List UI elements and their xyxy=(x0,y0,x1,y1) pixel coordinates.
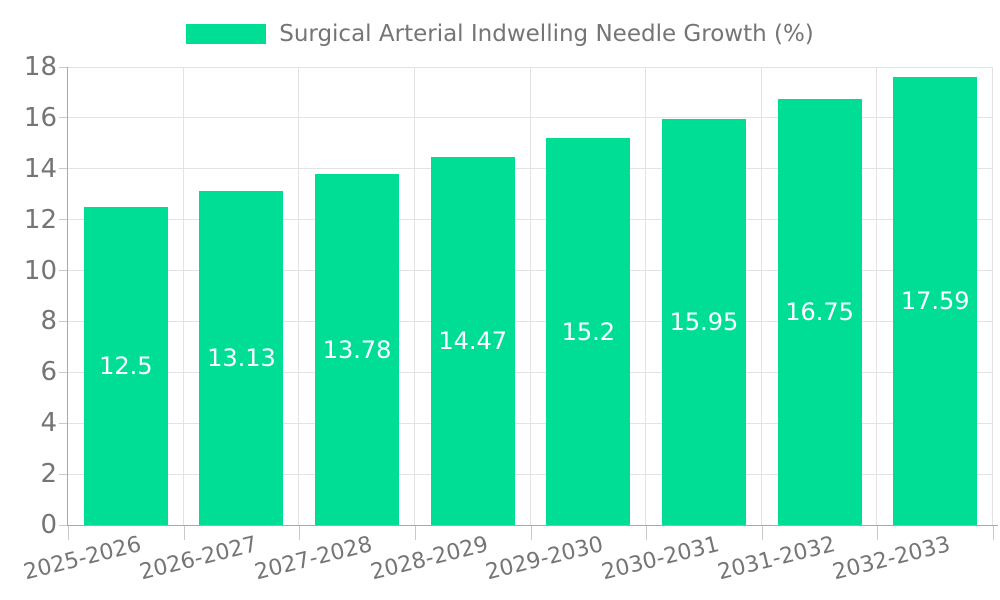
x-gridline xyxy=(529,67,531,525)
bar-value-label: 14.47 xyxy=(438,326,508,355)
bar-2030-2031[interactable]: 15.95 xyxy=(661,119,746,525)
y-axis-tick-label: 10 xyxy=(23,255,57,286)
y-gridline xyxy=(68,320,993,322)
x-axis-tick xyxy=(183,525,185,540)
x-axis-category-label: 2026-2027 xyxy=(136,532,260,586)
x-axis-tick xyxy=(530,525,532,540)
y-gridline xyxy=(68,66,993,68)
x-gridline xyxy=(992,67,993,525)
x-axis-category-label: 2032-2033 xyxy=(830,532,953,586)
y-axis-tick xyxy=(59,168,68,170)
bar-value-label: 13.78 xyxy=(322,335,392,364)
x-axis-category-label: 2029-2030 xyxy=(483,532,607,586)
y-gridline xyxy=(68,168,993,170)
y-axis-tick xyxy=(59,219,68,221)
bar-2026-2027[interactable]: 13.13 xyxy=(199,190,284,525)
y-axis-tick-label: 6 xyxy=(40,357,57,388)
x-axis-tick xyxy=(992,525,994,540)
x-gridline xyxy=(645,67,647,525)
x-gridline xyxy=(760,67,762,525)
x-gridline xyxy=(298,67,300,525)
x-gridline xyxy=(413,67,415,525)
x-axis-tick xyxy=(761,525,763,540)
x-axis-category-label: 2028-2029 xyxy=(368,532,491,586)
x-axis-tick xyxy=(876,525,878,540)
x-axis-tick xyxy=(645,525,647,540)
y-axis-line xyxy=(67,67,68,526)
x-axis-line xyxy=(67,525,998,526)
y-axis-tick xyxy=(59,66,68,68)
y-gridline xyxy=(68,270,993,272)
bar-2028-2029[interactable]: 14.47 xyxy=(430,156,515,525)
bar-value-label: 16.75 xyxy=(785,297,854,326)
bar-2025-2026[interactable]: 12.5 xyxy=(83,206,168,525)
x-axis-category-label: 2031-2032 xyxy=(714,532,838,586)
x-gridline xyxy=(182,67,184,525)
y-axis-tick xyxy=(59,371,68,373)
bar-2031-2032[interactable]: 16.75 xyxy=(777,98,862,525)
y-gridline xyxy=(68,117,993,119)
y-axis-tick xyxy=(59,117,68,119)
y-gridline xyxy=(68,371,993,373)
bar-2029-2030[interactable]: 15.2 xyxy=(546,138,631,525)
x-axis-category-label: 2025-2026 xyxy=(21,532,144,586)
y-axis-tick-label: 18 xyxy=(23,52,57,82)
x-gridline xyxy=(876,67,878,525)
bar-value-label: 17.59 xyxy=(900,287,970,316)
legend-swatch-icon xyxy=(186,24,267,44)
x-axis-tick xyxy=(298,525,300,540)
y-axis-tick xyxy=(59,524,68,526)
bar-value-label: 12.5 xyxy=(99,351,153,380)
bar-2027-2028[interactable]: 13.78 xyxy=(315,174,400,525)
legend[interactable]: Surgical Arterial Indwelling Needle Grow… xyxy=(0,21,1000,47)
x-axis-tick xyxy=(414,525,416,540)
y-axis-tick xyxy=(59,270,68,272)
y-axis-tick-label: 16 xyxy=(23,102,57,133)
x-axis-category-label: 2030-2031 xyxy=(599,532,722,586)
bar-2032-2033[interactable]: 17.59 xyxy=(893,77,978,525)
y-axis-tick-label: 0 xyxy=(40,510,57,540)
x-axis-tick xyxy=(67,525,69,540)
y-gridline xyxy=(68,422,993,424)
y-axis-tick xyxy=(59,320,68,322)
y-gridline xyxy=(68,473,993,475)
x-axis-category-label: 2027-2028 xyxy=(252,532,375,586)
y-axis-tick-label: 12 xyxy=(23,204,57,235)
y-axis-tick xyxy=(59,473,68,475)
y-axis-tick xyxy=(59,422,68,424)
y-axis-tick-label: 14 xyxy=(23,153,57,184)
y-axis-tick-label: 8 xyxy=(40,306,57,337)
y-axis-tick-label: 4 xyxy=(40,408,57,439)
y-axis-tick-label: 2 xyxy=(40,459,57,490)
bar-value-label: 15.2 xyxy=(561,317,616,346)
y-gridline xyxy=(68,219,993,221)
bar-value-label: 13.13 xyxy=(207,343,276,372)
bar-value-label: 15.95 xyxy=(669,308,739,337)
legend-label: Surgical Arterial Indwelling Needle Grow… xyxy=(279,21,814,47)
